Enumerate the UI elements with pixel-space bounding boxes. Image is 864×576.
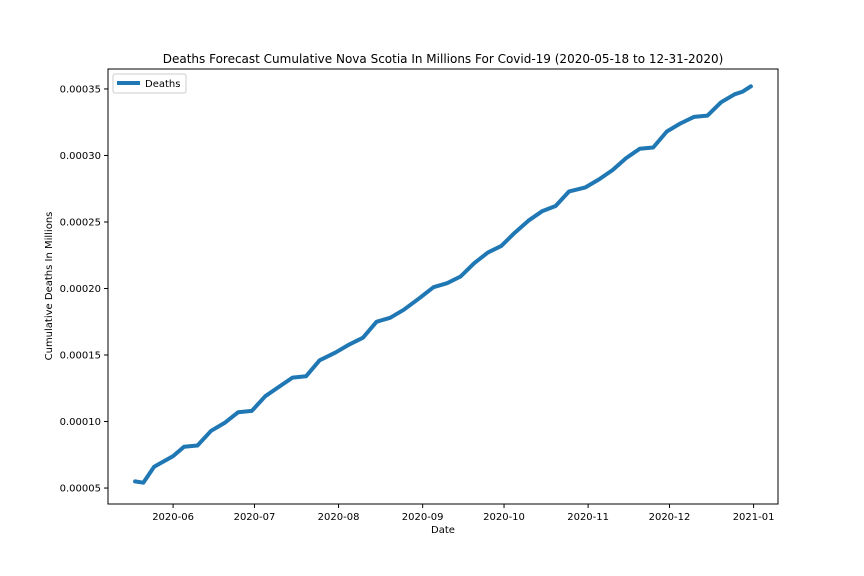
y-tick-label: 0.00035 xyxy=(60,84,101,95)
y-axis-label: Cumulative Deaths In Millions xyxy=(44,212,55,361)
y-axis-ticks: 0.00005 0.00010 0.00015 0.00020 0.00025 0.000… xyxy=(60,84,108,495)
legend-label: Deaths xyxy=(145,79,180,90)
x-tick-label: 2020-09 xyxy=(402,512,444,523)
legend-box xyxy=(112,73,187,94)
series-line-deaths xyxy=(133,84,753,485)
x-axis-label: Date xyxy=(431,525,455,536)
y-tick-label: 0.00020 xyxy=(60,284,101,295)
series-layer xyxy=(133,84,753,485)
x-tick-label: 2020-06 xyxy=(152,512,194,523)
y-tick-label: 0.00010 xyxy=(60,417,101,428)
x-tick-label: 2020-11 xyxy=(567,512,609,523)
y-tick-label: 0.00015 xyxy=(60,351,101,362)
y-tick-label: 0.00030 xyxy=(60,151,101,162)
y-tick-label: 0.00005 xyxy=(60,484,101,495)
x-tick-label: 2020-08 xyxy=(318,512,360,523)
y-tick-label: 0.00025 xyxy=(60,217,101,228)
x-tick-label: 2020-10 xyxy=(483,512,525,523)
chart-title: Deaths Forecast Cumulative Nova Scotia I… xyxy=(163,52,724,66)
x-axis-ticks: 2020-06 2020-07 2020-08 2020-09 2020-10 2020-… xyxy=(152,504,774,523)
x-tick-label: 2021-01 xyxy=(733,512,775,523)
x-tick-label: 2020-07 xyxy=(234,512,276,523)
legend: Deaths xyxy=(112,73,187,94)
plot-area xyxy=(107,68,779,505)
x-tick-label: 2020-12 xyxy=(649,512,691,523)
